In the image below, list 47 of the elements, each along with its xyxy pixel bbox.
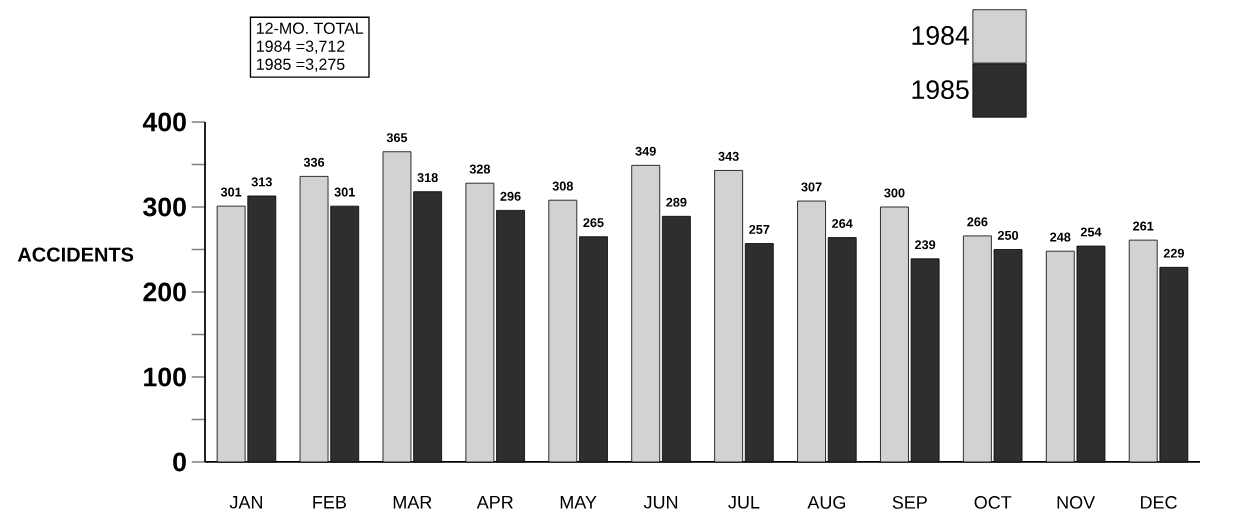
x-tick-label: OCT xyxy=(974,496,1012,509)
data-label: 301 xyxy=(220,187,242,197)
data-label: 300 xyxy=(884,188,905,198)
y-axis-title: ACCIDENTS xyxy=(17,247,134,262)
data-label: 307 xyxy=(801,182,822,192)
x-tick-label: JUL xyxy=(728,496,760,509)
y-tick-label: 200 xyxy=(143,282,186,302)
data-label: 264 xyxy=(832,219,853,228)
text: 1984 =3,712 xyxy=(257,40,345,54)
x-tick-label: DEC xyxy=(1141,496,1177,509)
data-label: 365 xyxy=(386,133,408,143)
legend-label: 1984 xyxy=(912,26,969,45)
data-label: 248 xyxy=(1050,232,1071,242)
x-tick-label: AUG xyxy=(807,496,846,509)
data-label: 318 xyxy=(417,173,438,183)
x-tick-label: APR xyxy=(476,496,513,509)
x-tick-label: MAR xyxy=(393,496,432,509)
y-tick-label: 300 xyxy=(143,197,186,217)
x-tick-label: SEP xyxy=(892,496,927,509)
data-label: 265 xyxy=(583,218,604,228)
data-label: 261 xyxy=(1133,221,1154,231)
text: 12-MO. TOTAL xyxy=(257,22,364,34)
data-label: 289 xyxy=(666,197,687,207)
data-label: 296 xyxy=(500,191,521,201)
y-tick-label: 0 xyxy=(173,452,186,472)
text: 1985 =3,275 xyxy=(257,58,345,72)
data-label: 313 xyxy=(251,177,272,187)
x-tick-label: JUN xyxy=(643,496,678,509)
data-label: 257 xyxy=(749,224,770,234)
data-label: 349 xyxy=(635,146,656,156)
data-label: 336 xyxy=(303,157,325,167)
x-tick-label: NOV xyxy=(1057,496,1096,509)
data-label: 229 xyxy=(1163,248,1184,258)
data-label: 266 xyxy=(967,217,988,227)
data-label: 343 xyxy=(718,151,739,161)
x-tick-label: MAY xyxy=(560,496,597,509)
x-tick-label: JAN xyxy=(229,496,263,509)
data-label: 250 xyxy=(997,230,1019,240)
data-label: 328 xyxy=(469,164,491,174)
data-label: 301 xyxy=(334,187,355,197)
data-label: 308 xyxy=(552,181,573,191)
x-tick-label: FEB xyxy=(313,496,346,509)
legend-label: 1985 xyxy=(912,80,969,100)
y-tick-label: 100 xyxy=(144,367,186,387)
data-label: 254 xyxy=(1080,227,1102,237)
y-tick-label: 400 xyxy=(142,112,186,132)
data-label: 239 xyxy=(915,240,936,250)
